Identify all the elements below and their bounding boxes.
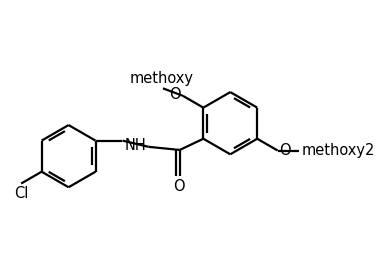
Text: methoxy2: methoxy2 <box>302 143 375 158</box>
Text: Cl: Cl <box>14 186 28 201</box>
Text: NH: NH <box>124 138 146 153</box>
Text: O: O <box>280 143 291 158</box>
Text: methoxy: methoxy <box>130 71 194 86</box>
Text: O: O <box>169 87 181 102</box>
Text: O: O <box>173 179 184 194</box>
